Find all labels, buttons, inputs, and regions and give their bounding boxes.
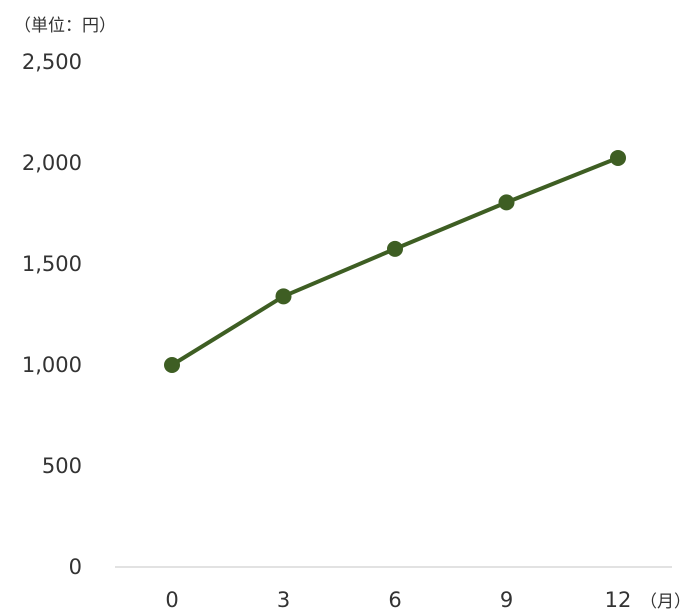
data-point xyxy=(275,288,292,305)
y-tick-label: 1,000 xyxy=(22,353,82,377)
x-tick-label: 6 xyxy=(388,588,401,610)
y-tick-label: 0 xyxy=(69,555,82,579)
y-tick-label: 2,500 xyxy=(22,50,82,74)
y-tick-label: 2,000 xyxy=(22,151,82,175)
series-layer xyxy=(164,149,626,373)
y-tick-label: 500 xyxy=(42,454,82,478)
x-tick-label: 12 xyxy=(605,588,632,610)
y-tick-label: 1,500 xyxy=(22,252,82,276)
x-tick-labels: 0 3 6 9 12 xyxy=(165,588,631,610)
data-point xyxy=(610,149,626,166)
data-point xyxy=(164,357,180,373)
y-tick-labels: 0 500 1,000 1,500 2,000 2,500 xyxy=(22,50,82,579)
x-tick-label: 0 xyxy=(165,588,178,610)
y-unit-label: （単位：円） xyxy=(14,16,116,36)
data-point xyxy=(498,194,515,211)
series-line xyxy=(170,156,619,367)
x-unit-label: （月） xyxy=(640,592,686,610)
x-tick-label: 9 xyxy=(500,588,513,610)
data-point xyxy=(387,240,403,257)
x-tick-label: 3 xyxy=(277,588,290,610)
